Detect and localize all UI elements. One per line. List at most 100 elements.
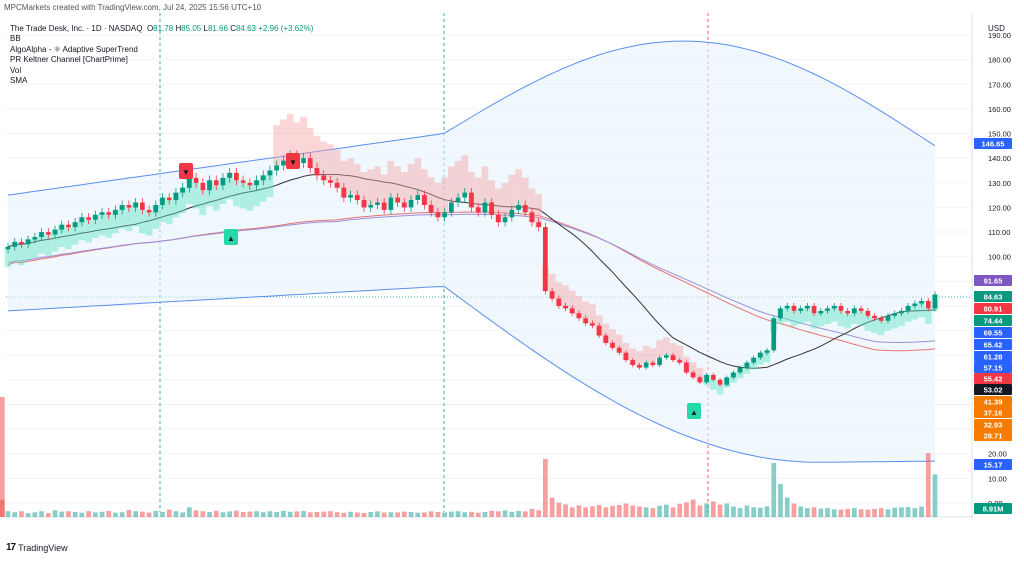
y-tick-label: 100.00: [988, 253, 1011, 262]
price-label-text: 84.63: [984, 293, 1003, 302]
supertrend-fill: [844, 313, 851, 329]
price-label-box: [974, 315, 1012, 326]
candle-body: [563, 305, 568, 309]
supertrend-fill: [394, 166, 401, 203]
volume-bar: [146, 512, 152, 517]
y-tick-label: 170.00: [988, 80, 1011, 89]
volume-bar: [86, 511, 91, 517]
candle-body: [32, 237, 38, 240]
indicator-sma[interactable]: SMA: [10, 76, 28, 86]
supertrend-fill: [441, 177, 448, 213]
candle-body: [670, 355, 676, 361]
supertrend-fill: [333, 149, 341, 188]
volume-bar: [381, 512, 387, 517]
candle-body: [12, 241, 18, 247]
supertrend-fill: [4, 246, 12, 268]
price-label-text: 80.91: [984, 305, 1003, 314]
candle-body: [569, 308, 575, 314]
supertrend-fill: [783, 305, 791, 322]
candle-body: [113, 209, 118, 215]
price-label-text: 146.65: [982, 140, 1005, 149]
price-label-box: [974, 396, 1012, 407]
candle-body: [657, 357, 662, 366]
supertrend-fill: [790, 310, 798, 327]
volume-bar: [899, 507, 904, 517]
price-label-text: 74.44: [984, 317, 1004, 326]
price-label-text: 61.28: [984, 353, 1003, 362]
price-label-text: 8.91M: [983, 505, 1004, 514]
supertrend-fill: [434, 183, 442, 218]
supertrend-fill: [367, 169, 375, 205]
signal-marker-box: [687, 403, 701, 419]
volume-bar: [435, 512, 441, 517]
candle-body: [341, 187, 347, 198]
candle-body: [711, 374, 716, 380]
volume-bar: [469, 511, 474, 517]
volume-bar: [590, 506, 595, 517]
candle-body: [892, 313, 897, 316]
indicator-vol[interactable]: Vol: [10, 65, 22, 75]
signal-marker-box: [224, 229, 238, 245]
tradingview-logo[interactable]: 17 TradingView: [6, 542, 68, 553]
volume-bar: [0, 499, 5, 517]
price-label-box: [974, 459, 1012, 470]
currency-label[interactable]: USD: [988, 24, 1005, 33]
signal-marker-box: [179, 163, 193, 179]
tv-brand-text: TradingView: [18, 542, 68, 553]
supertrend-fill: [649, 348, 657, 366]
supertrend-fill: [387, 160, 395, 198]
candle-body: [878, 318, 884, 321]
candle-body: [106, 212, 112, 215]
volume-bar: [583, 507, 588, 517]
price-label-box: [974, 384, 1012, 395]
supertrend-fill: [139, 209, 146, 234]
candle-body: [25, 239, 31, 245]
supertrend-fill: [38, 232, 45, 254]
supertrend-fill: [555, 282, 563, 306]
candle-body: [704, 374, 709, 383]
signal-marker-glyph: ▲: [690, 408, 698, 417]
candle-body: [395, 197, 400, 203]
supertrend-fill: [676, 345, 684, 363]
candle-body: [334, 182, 340, 188]
indicator-supertrend[interactable]: AlgoAlpha - ⚛ Adaptive SuperTrend: [10, 44, 138, 54]
price-label-box: [974, 303, 1012, 314]
candle-body: [737, 367, 743, 373]
supertrend-fill: [716, 384, 724, 395]
supertrend-fill: [125, 207, 133, 231]
volume-bar: [449, 511, 454, 517]
volume-bar: [301, 511, 306, 517]
candle-body: [858, 308, 864, 311]
credit-text: MPCMarkets created with TradingView.com,…: [4, 3, 262, 12]
volume-bar: [113, 512, 118, 517]
supertrend-fill: [575, 296, 583, 319]
price-chart[interactable]: ▼ ▼ ▲ ▲ 190.00 180.00 170.00 160.00 150.00 140.0…: [0, 13, 1024, 523]
y-tick-label: 180.00: [988, 56, 1011, 65]
supertrend-fill: [528, 188, 536, 223]
candle-body: [240, 180, 246, 183]
supertrend-fill: [568, 290, 576, 314]
supertrend-fill: [401, 172, 408, 208]
supertrend-fill: [535, 194, 542, 228]
candle-body: [502, 217, 508, 223]
header-credit: MPCMarkets created with TradingView.com,…: [0, 0, 1024, 13]
volume-bar: [771, 462, 777, 517]
volume-bar: [442, 512, 447, 517]
volume-bar: [496, 511, 501, 517]
supertrend-fill: [179, 187, 186, 213]
indicator-bb[interactable]: BB: [10, 34, 21, 44]
candle-body: [227, 172, 232, 178]
volume-bar: [731, 506, 736, 517]
candle-body: [146, 209, 152, 213]
candle-body: [381, 202, 387, 210]
y-tick-label: 110.00: [988, 228, 1010, 237]
indicator-keltner[interactable]: PR Keltner Channel [ChartPrime]: [10, 55, 128, 65]
volume-bar: [925, 453, 931, 517]
volume-bar: [207, 512, 212, 517]
supertrend-fill: [508, 174, 516, 210]
volume-bar: [187, 507, 192, 517]
price-label-text: 37.16: [984, 409, 1003, 418]
supertrend-fill: [266, 170, 274, 198]
volume-bar: [650, 508, 656, 517]
volume-bar: [388, 512, 394, 517]
